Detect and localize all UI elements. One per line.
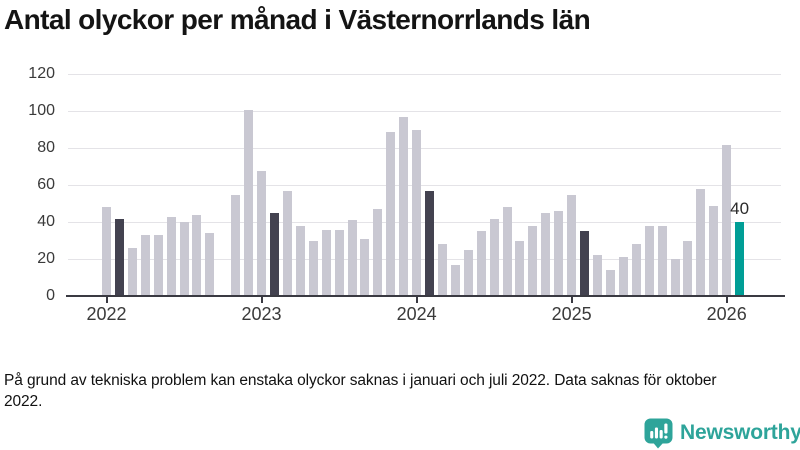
x-axis-label-2023: 2023 [241,304,282,324]
gridline-60 [68,185,781,186]
x-axis-tick-2023 [260,297,263,303]
bar-2025-10 [683,240,693,296]
bar-2024-09 [515,240,525,296]
y-axis-label-100: 100 [28,102,55,119]
x-axis-label-2022: 2022 [86,304,127,324]
bar-2025-12 [709,205,719,296]
bar-2022-05 [153,235,163,296]
y-axis-label-40: 40 [37,213,55,230]
y-axis-label-0: 0 [46,287,55,304]
bar-2022-03 [127,248,137,296]
bar-2022-04 [140,235,150,296]
bar-2024-10 [528,225,538,296]
bar-2025-04 [605,270,615,296]
y-axis-label-20: 20 [37,250,55,267]
y-axis-label-120: 120 [28,65,55,82]
y-axis-label-80: 80 [37,139,55,156]
bar-2025-09 [670,259,680,296]
bar-2023-11 [386,131,396,296]
x-axis-tick-2024 [415,297,418,303]
bar-2024-04 [450,264,460,296]
gridline-40 [68,222,781,223]
bar-2023-01 [257,170,266,296]
gridline-20 [68,259,781,260]
page-title: Antal olyckor per månad i Västernorrland… [4,4,591,35]
bar-2024-02 [425,190,434,296]
x-axis-tick-2022 [105,297,108,303]
bar-2022-06 [166,216,176,296]
bar-2022-12 [244,109,254,296]
bar-2022-11 [231,194,241,296]
bar-2023-05 [308,240,318,296]
bar-2022-02 [114,218,124,296]
bar-2022-01 [102,207,111,296]
bar-2023-06 [321,229,331,296]
bar-2022-09 [205,233,215,296]
bar-2025-03 [593,255,602,296]
bar-2022-07 [179,222,189,296]
bar-2024-07 [489,218,499,296]
bar-2024-12 [554,211,564,296]
bar-2026-02 [735,222,745,296]
bar-2025-07 [644,225,654,296]
bar-2023-08 [347,220,357,296]
x-axis-tick-2025 [570,297,573,303]
bar-2024-03 [437,244,447,296]
gridline-100 [68,111,781,112]
gridline-120 [68,74,781,75]
bar-2025-11 [696,188,706,296]
bar-2025-05 [618,257,628,296]
bar-2024-06 [476,231,486,296]
bar-2023-02 [270,212,279,296]
bar-2024-08 [502,207,512,296]
gridline-80 [68,148,781,149]
bar-2023-04 [295,225,305,296]
bar-2023-10 [373,209,383,296]
bar-2025-01 [567,194,577,296]
bar-2023-12 [399,116,409,296]
bar-2026-01 [722,144,732,296]
value-annotation: 40 [730,199,750,219]
bar-2022-08 [192,214,202,296]
y-axis-label-60: 60 [37,176,55,193]
bar-2025-02 [580,231,589,296]
bar-2024-01 [412,129,422,296]
bar-2024-05 [463,249,473,296]
x-axis-label-2026: 2026 [706,304,747,324]
newsworthy-wordmark: Newsworthy [680,421,800,444]
bar-2023-03 [282,190,292,296]
x-axis-line [66,295,785,297]
newsworthy-logo-icon [644,418,673,448]
bar-2025-06 [631,244,641,296]
footnote: På grund av tekniska problem kan enstaka… [4,372,717,411]
bar-2023-07 [334,229,344,296]
bar-2025-08 [657,225,667,296]
bar-2023-09 [360,238,370,296]
x-axis-tick-2026 [725,297,728,303]
newsworthy-logo: Newsworthy [644,417,800,449]
bar-2024-11 [541,212,551,296]
x-axis-label-2025: 2025 [551,304,592,324]
x-axis-label-2024: 2024 [396,304,437,324]
